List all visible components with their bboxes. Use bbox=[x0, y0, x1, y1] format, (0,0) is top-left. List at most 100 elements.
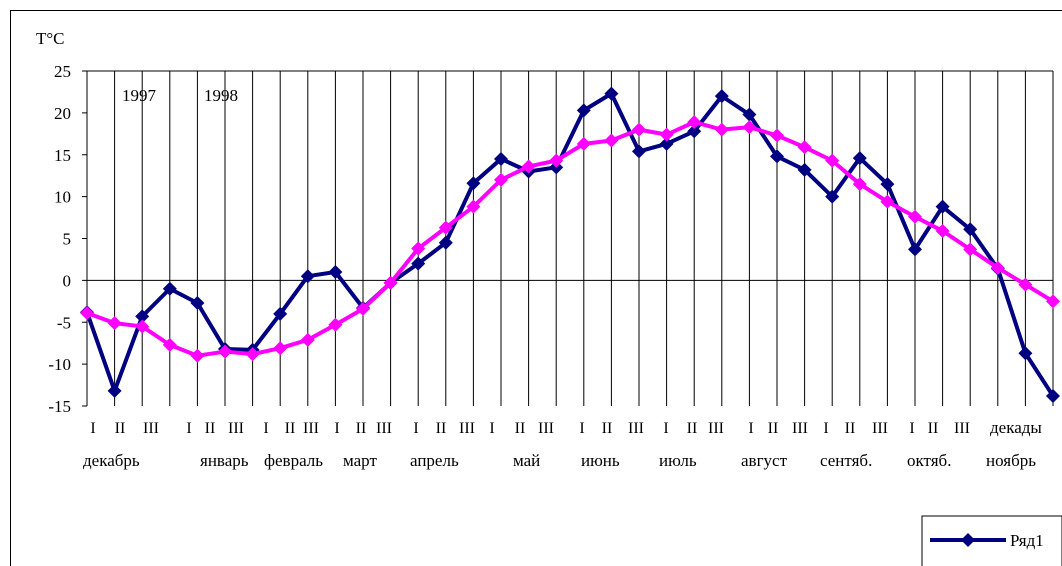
data-point bbox=[494, 172, 508, 187]
data-point bbox=[521, 159, 536, 174]
decade-label: II bbox=[687, 420, 698, 437]
data-point bbox=[218, 344, 232, 359]
data-point bbox=[466, 199, 481, 214]
decade-label: III bbox=[954, 420, 970, 437]
series-2 bbox=[80, 115, 1060, 363]
data-point bbox=[411, 241, 426, 256]
decade-label: II bbox=[436, 420, 447, 437]
data-point bbox=[797, 162, 812, 177]
month-label: июль bbox=[659, 451, 697, 470]
month-label: август bbox=[741, 451, 788, 470]
data-point bbox=[300, 269, 315, 284]
legend-marker bbox=[961, 533, 975, 547]
data-point bbox=[576, 136, 591, 151]
legend: Ряд1Ряд2 bbox=[921, 515, 1062, 566]
series-line bbox=[86, 120, 1055, 358]
data-point bbox=[659, 127, 674, 142]
data-point bbox=[135, 319, 150, 334]
data-point bbox=[908, 209, 922, 224]
decade-label: I bbox=[413, 420, 418, 437]
data-point bbox=[880, 194, 895, 209]
decade-label: I bbox=[823, 420, 828, 437]
y-tick-label: -10 bbox=[48, 355, 71, 374]
month-label: сентяб. bbox=[820, 451, 872, 470]
decade-label: I bbox=[263, 420, 268, 437]
decade-label: III bbox=[143, 420, 159, 437]
data-point bbox=[438, 235, 453, 250]
decade-label: III bbox=[872, 420, 888, 437]
decade-label: III bbox=[628, 420, 644, 437]
data-point bbox=[1046, 294, 1060, 309]
data-point bbox=[880, 177, 895, 192]
decade-label: II bbox=[602, 420, 613, 437]
data-point bbox=[604, 133, 619, 148]
decade-label: II bbox=[845, 420, 856, 437]
data-point bbox=[852, 177, 867, 192]
y-tick-label: 5 bbox=[63, 230, 72, 249]
data-point bbox=[1046, 388, 1060, 403]
data-point bbox=[714, 89, 729, 104]
decade-label: III bbox=[303, 420, 319, 437]
decade-label: III bbox=[538, 420, 554, 437]
data-point bbox=[1018, 277, 1033, 292]
data-point bbox=[245, 347, 260, 362]
y-tick-label: -15 bbox=[48, 397, 71, 416]
data-point bbox=[576, 103, 591, 118]
data-point bbox=[1018, 346, 1033, 361]
data-point bbox=[742, 120, 757, 135]
data-point bbox=[742, 107, 757, 122]
data-point bbox=[466, 176, 481, 191]
data-point bbox=[935, 223, 950, 238]
data-point bbox=[770, 149, 784, 164]
data-point bbox=[494, 151, 508, 166]
decade-label: I bbox=[489, 420, 494, 437]
y-tick-label: 0 bbox=[63, 271, 72, 290]
y-tick-label: 20 bbox=[54, 104, 71, 123]
decade-label: II bbox=[205, 420, 216, 437]
legend-label: Ряд1 bbox=[1010, 531, 1044, 550]
decade-label: III bbox=[792, 420, 808, 437]
month-label: июнь bbox=[581, 451, 620, 470]
data-point bbox=[825, 189, 840, 204]
month-label: март bbox=[343, 451, 377, 470]
data-point bbox=[687, 115, 702, 130]
month-label: декабрь bbox=[83, 451, 140, 470]
decade-label: II bbox=[928, 420, 939, 437]
data-point bbox=[107, 316, 122, 331]
decade-label: III bbox=[228, 420, 244, 437]
decade-label: I bbox=[334, 420, 339, 437]
decade-label: I bbox=[663, 420, 668, 437]
decade-label: I bbox=[579, 420, 584, 437]
decade-label: II bbox=[115, 420, 126, 437]
month-label: ноябрь bbox=[986, 451, 1036, 470]
data-point bbox=[714, 122, 729, 137]
data-point bbox=[935, 199, 950, 214]
decade-label: III bbox=[459, 420, 475, 437]
decade-label: I bbox=[186, 420, 191, 437]
data-point bbox=[300, 332, 315, 347]
data-point bbox=[411, 256, 426, 271]
data-point bbox=[990, 260, 1005, 275]
data-point bbox=[356, 301, 370, 316]
data-point bbox=[135, 309, 150, 324]
data-point bbox=[383, 275, 398, 290]
y-tick-label: 25 bbox=[54, 62, 71, 81]
y-tick-label: -5 bbox=[57, 313, 71, 332]
data-point bbox=[825, 153, 840, 168]
data-point bbox=[908, 242, 922, 257]
data-point bbox=[632, 122, 646, 137]
axes: 25 20 15 10 5 0 -5 -10 -15 bbox=[48, 62, 1053, 416]
chart-frame bbox=[10, 10, 1062, 566]
year-label-1998: 1998 bbox=[204, 86, 238, 105]
data-point bbox=[80, 306, 94, 321]
decade-label: II bbox=[515, 420, 526, 437]
data-point bbox=[797, 140, 812, 155]
data-point bbox=[770, 128, 784, 143]
data-point bbox=[190, 295, 205, 310]
decade-label: III bbox=[376, 420, 392, 437]
decade-label: II bbox=[285, 420, 296, 437]
decade-label: I bbox=[909, 420, 914, 437]
data-point bbox=[273, 306, 288, 321]
data-point bbox=[549, 153, 564, 168]
